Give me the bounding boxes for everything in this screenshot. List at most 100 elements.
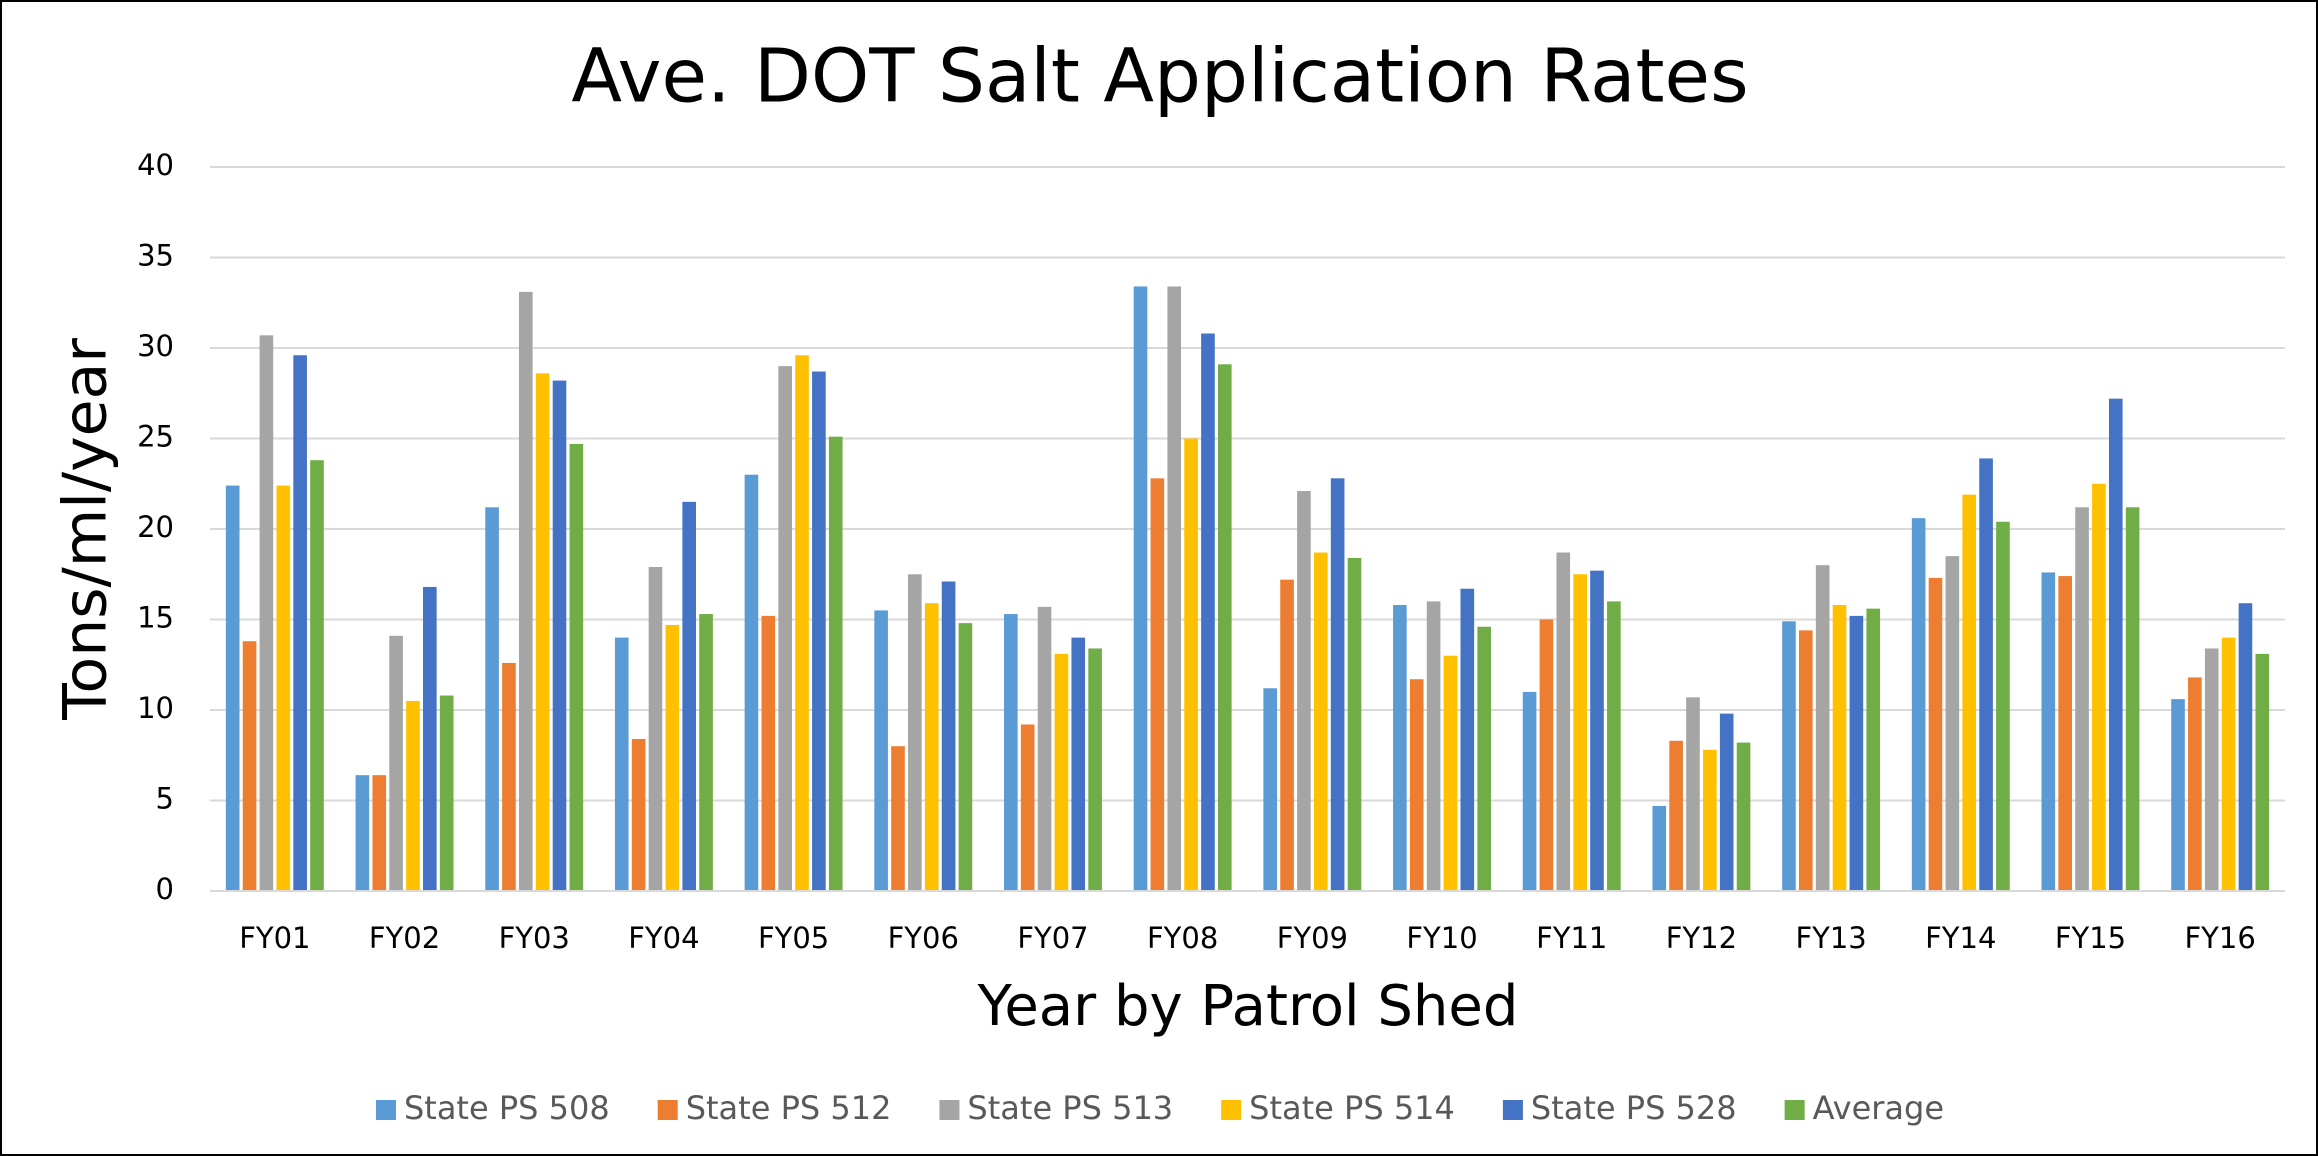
bar — [242, 641, 257, 891]
bar — [2108, 398, 2123, 891]
legend-label: Average — [1813, 1089, 1944, 1127]
bar — [1004, 614, 1018, 891]
y-tick-label: 35 — [137, 239, 174, 273]
bar — [744, 474, 759, 891]
bar — [761, 615, 776, 891]
bar — [552, 380, 567, 891]
bar — [439, 695, 454, 891]
bar — [1477, 626, 1491, 891]
legend: State PS 508 State PS 512 State PS 513 Stat… — [375, 1089, 1944, 1127]
x-tick-label: FY03 — [499, 921, 570, 955]
bar — [1297, 490, 1311, 891]
bar — [1217, 364, 1232, 891]
bar — [1133, 286, 1148, 892]
bar — [1590, 570, 1604, 891]
bar — [1607, 601, 1621, 891]
x-tick-label: FY09 — [1277, 921, 1348, 955]
chart-title: Ave. DOT Salt Application Rates — [571, 34, 1748, 120]
bar — [1313, 552, 1328, 891]
bar — [1703, 749, 1717, 891]
bar — [389, 635, 403, 891]
bar — [2221, 637, 2236, 891]
bar — [485, 507, 499, 891]
bar — [1962, 494, 1977, 891]
legend-label: State PS 512 — [686, 1089, 892, 1127]
bar — [1849, 615, 1864, 891]
bar — [1054, 653, 1069, 891]
legend-label: State PS 513 — [967, 1089, 1173, 1127]
bar — [1426, 601, 1441, 891]
bar — [518, 291, 533, 891]
bar — [908, 574, 922, 891]
bar — [1945, 556, 1960, 891]
legend-swatch — [939, 1100, 960, 1120]
bar — [891, 746, 905, 891]
x-tick-label: FY04 — [628, 921, 699, 955]
bar — [355, 775, 370, 891]
bar — [1652, 805, 1667, 891]
x-tick-label: FY08 — [1147, 921, 1218, 955]
x-tick-label: FY06 — [888, 921, 959, 955]
legend-swatch — [657, 1100, 678, 1120]
bar — [1686, 697, 1700, 891]
bar — [1393, 605, 1407, 891]
y-tick-label: 5 — [156, 782, 174, 816]
y-tick-label: 15 — [137, 601, 174, 635]
x-axis-title: Year by Patrol Shed — [977, 974, 1519, 1039]
bar — [1979, 458, 1993, 891]
x-tick-label: FY14 — [1925, 921, 1996, 955]
bar — [310, 460, 324, 891]
bar — [1409, 679, 1424, 891]
y-axis-title: Tons/ml/year — [51, 338, 121, 721]
legend-swatch — [1221, 1100, 1242, 1120]
bar — [1347, 557, 1362, 891]
legend-swatch — [375, 1100, 396, 1120]
bar — [1798, 630, 1813, 891]
bar — [1280, 579, 1294, 891]
bar — [2092, 483, 2106, 891]
x-tick-label: FY11 — [1536, 921, 1607, 955]
bar — [1088, 648, 1102, 891]
bar — [2125, 507, 2140, 891]
x-tick-label: FY12 — [1666, 921, 1737, 955]
bar — [1928, 577, 1943, 891]
bar — [293, 355, 307, 891]
bar — [1037, 606, 1052, 891]
legend-swatch — [1784, 1100, 1805, 1120]
bar — [941, 581, 956, 891]
bar — [225, 485, 240, 891]
bar — [276, 485, 291, 891]
bar — [2204, 648, 2219, 891]
bar — [1167, 286, 1182, 892]
bar — [682, 501, 697, 891]
bar — [874, 610, 888, 891]
legend-label: State PS 528 — [1531, 1089, 1737, 1127]
x-tick-label: FY15 — [2055, 921, 2126, 955]
bar — [1669, 740, 1683, 891]
x-tick-label: FY13 — [1795, 921, 1866, 955]
bar — [1071, 637, 1086, 891]
bar — [1460, 588, 1475, 891]
bar — [1150, 478, 1165, 891]
bar — [569, 443, 584, 891]
bar — [1020, 724, 1035, 891]
bar — [795, 355, 809, 891]
bar — [614, 637, 629, 891]
bar — [372, 775, 387, 891]
legend-swatch — [1502, 1100, 1523, 1120]
x-tick-label: FY16 — [2185, 921, 2256, 955]
bar — [1815, 565, 1830, 891]
x-tick-label: FY02 — [369, 921, 440, 955]
bar — [1539, 619, 1554, 891]
y-tick-label: 0 — [156, 872, 174, 906]
bar — [2171, 699, 2185, 891]
bar — [406, 700, 420, 891]
y-tick-label: 25 — [137, 420, 174, 454]
x-tick-label: FY05 — [758, 921, 829, 955]
bar — [1522, 691, 1537, 891]
bar — [1573, 574, 1587, 891]
y-tick-label: 40 — [137, 148, 174, 182]
bar — [699, 614, 713, 891]
bar — [1782, 621, 1796, 891]
bar — [2238, 603, 2253, 891]
